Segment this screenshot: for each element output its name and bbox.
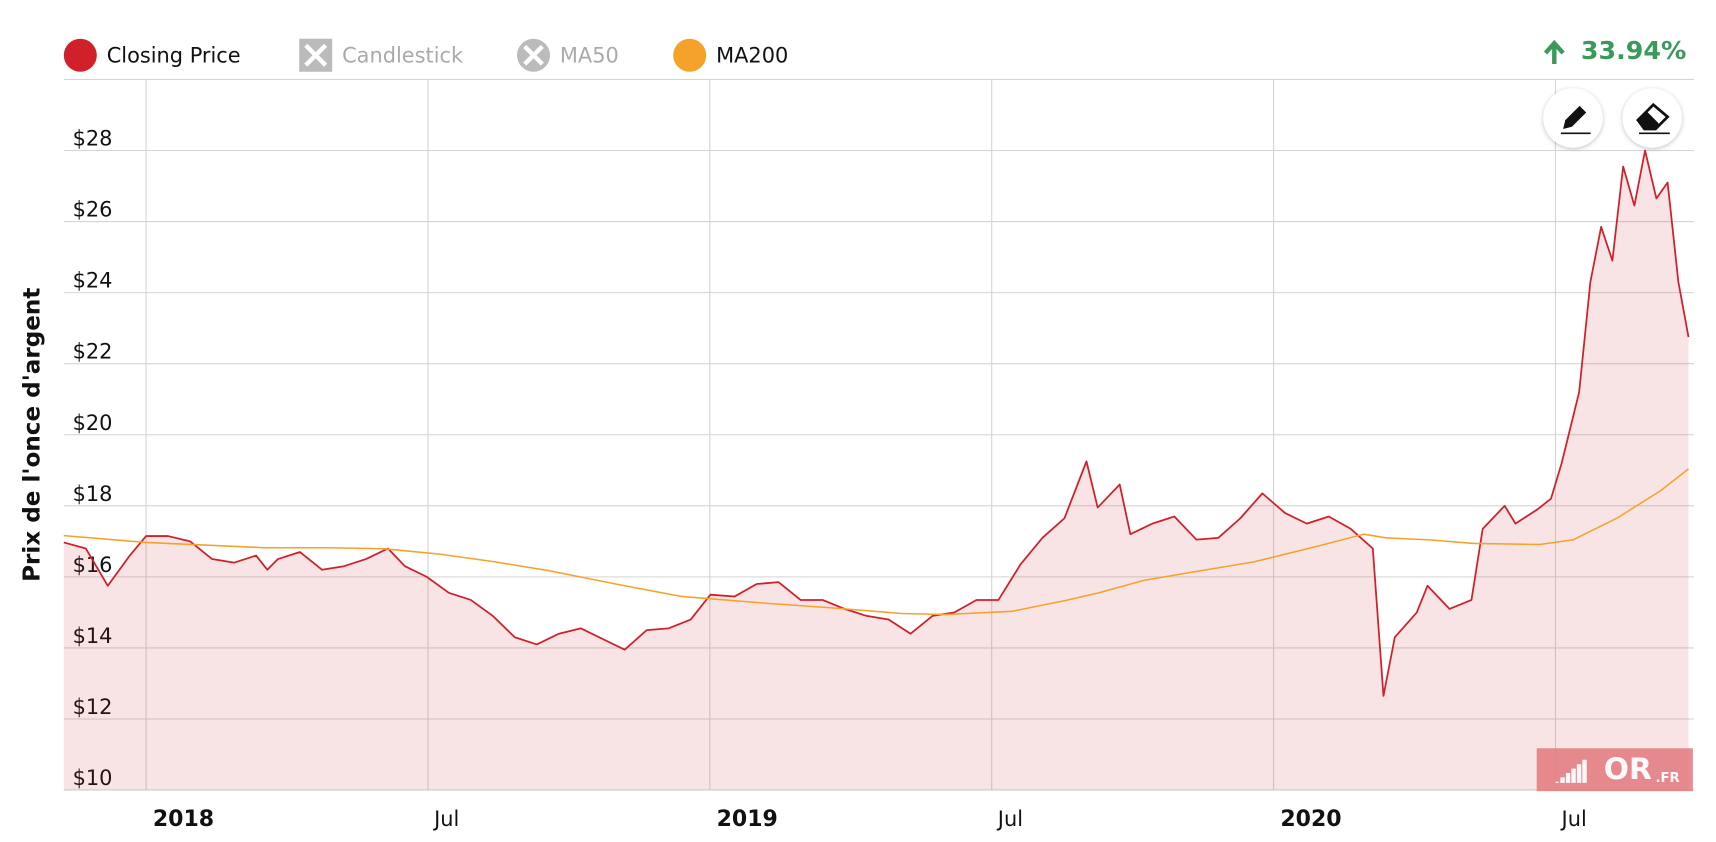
x-tick-label: 2020 (1280, 807, 1341, 832)
y-tick-label: $18 (73, 482, 113, 506)
grid: $10 $12 $14 $16 $18 $20 $22 $24 $26 $28 2018 Jul 201… (63, 78, 1695, 832)
x-tick-label: 2019 (717, 807, 778, 832)
change-value: 33.94% (1581, 36, 1686, 65)
legend-item[interactable]: MA50 (517, 38, 619, 72)
x-tick-label: Jul (1560, 807, 1587, 831)
line (63, 149, 1690, 697)
x-tick-label: 2018 (153, 807, 214, 832)
draw-button[interactable] (1543, 88, 1603, 148)
x-tick-label: Jul (996, 807, 1023, 831)
pencil-icon (1563, 105, 1587, 129)
up-arrow (1543, 39, 1565, 65)
x-tick-label: Jul (432, 807, 459, 831)
logo-bars (1555, 759, 1587, 783)
legend-item[interactable]: Candlestick (299, 38, 464, 72)
legend-item[interactable]: MA200 (673, 38, 788, 72)
legend: Closing Price Candlestick MA50 MA200 (63, 38, 788, 72)
y-tick-label: $12 (73, 695, 113, 719)
y-tick-label: $24 (73, 269, 113, 293)
y-tick-label: $16 (73, 553, 113, 577)
y-tick-label: $20 (73, 411, 113, 435)
y-axis-title: Prix de l'once d'argent (19, 288, 45, 582)
legend-label: Candlestick (342, 43, 464, 67)
legend-label: MA200 (716, 43, 788, 67)
y-tick-label: $22 (73, 340, 113, 364)
legend-item[interactable]: Closing Price (63, 38, 241, 72)
area (63, 150, 1689, 791)
y-tick-label: $26 (73, 198, 113, 222)
line (63, 468, 1689, 616)
legend-cross (304, 43, 328, 67)
change-indicator: 33.94% (1543, 36, 1686, 65)
erase-button[interactable] (1622, 88, 1682, 148)
logo-text: OR (1604, 752, 1652, 787)
legend-cross (523, 44, 544, 66)
logo: OR .FR (1536, 748, 1693, 792)
logo-suffix: .FR (1656, 771, 1680, 786)
legend-swatch (63, 38, 97, 72)
legend-swatch (673, 38, 707, 72)
legend-label: Closing Price (107, 43, 241, 67)
plot-area (63, 149, 1690, 791)
legend-label: MA50 (560, 43, 619, 67)
eraser-icon (1637, 111, 1659, 129)
logo-bg (1536, 748, 1693, 792)
y-tick-label: $14 (73, 624, 113, 648)
y-tick-label: $10 (73, 766, 113, 790)
y-tick-label: $28 (73, 127, 113, 151)
